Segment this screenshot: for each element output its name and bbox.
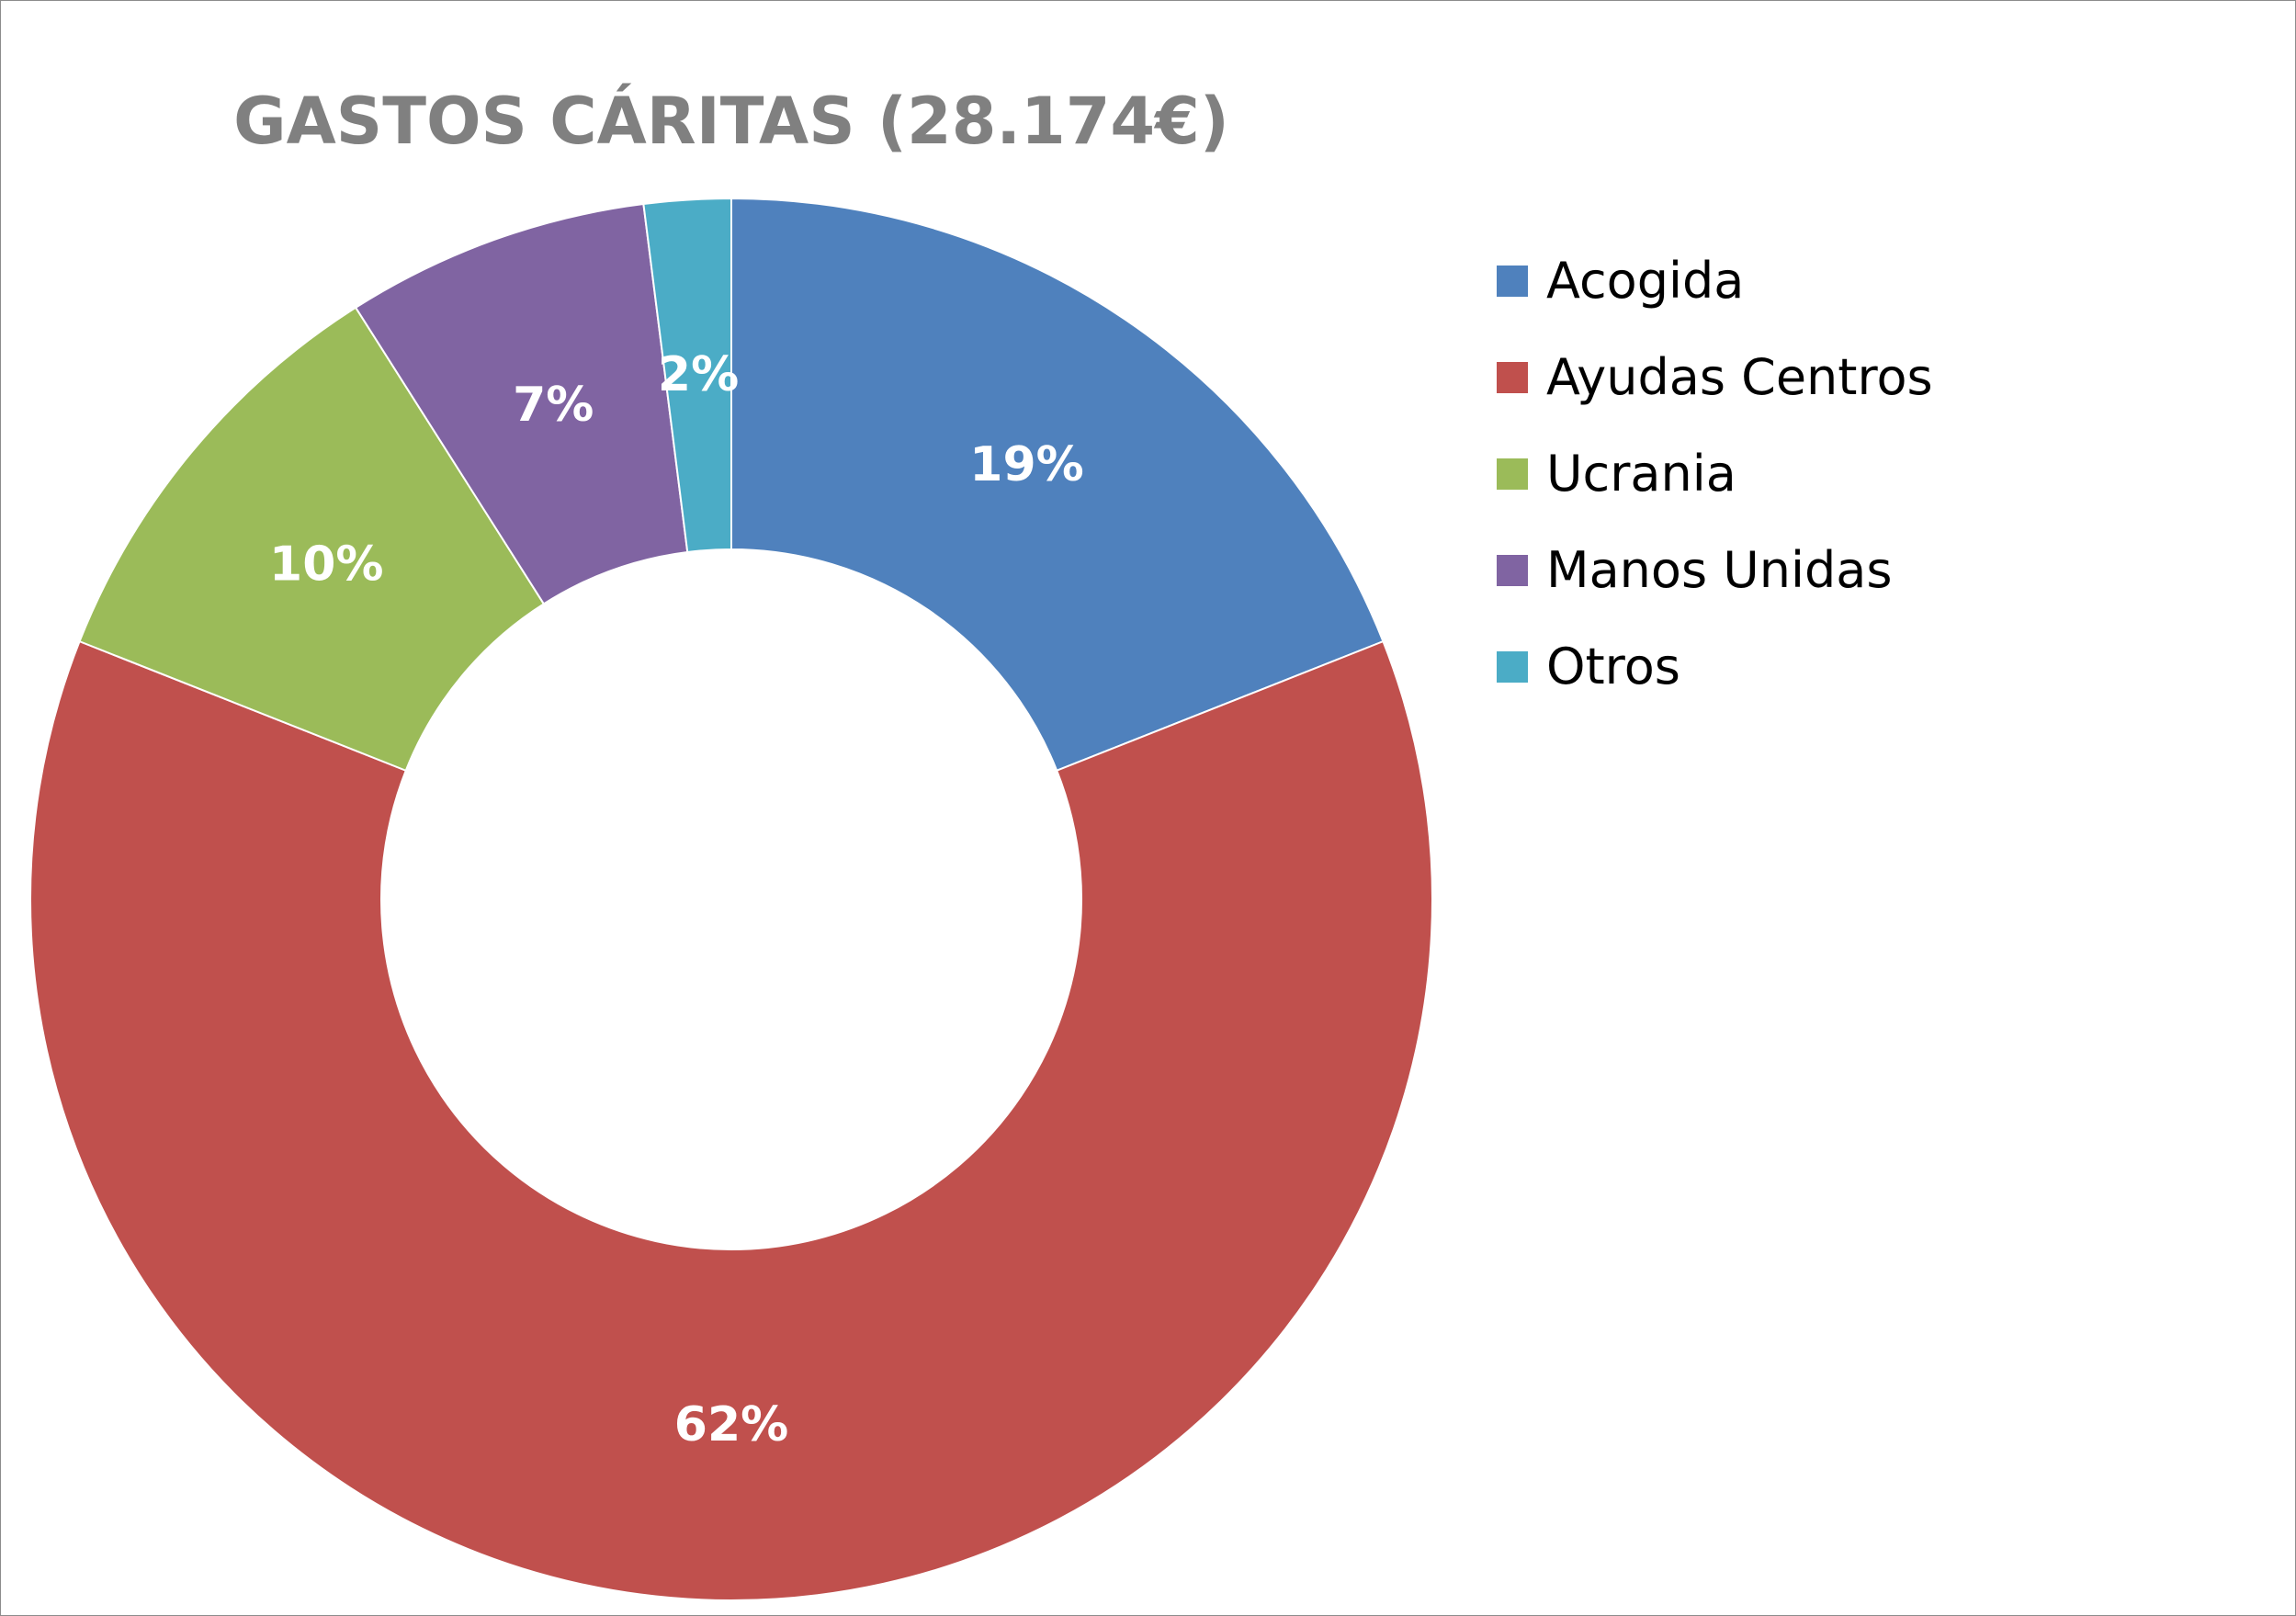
legend-item-ayudas-centros: Ayudas Centros bbox=[1497, 329, 1933, 425]
legend-label: Ucrania bbox=[1546, 445, 1736, 503]
legend-item-acogida: Acogida bbox=[1497, 232, 1933, 329]
legend-item-ucrania: Ucrania bbox=[1497, 425, 1933, 522]
data-label-otros: 2% bbox=[658, 347, 739, 402]
data-label-ucrania: 10% bbox=[269, 537, 383, 592]
data-label-acogida: 19% bbox=[969, 437, 1083, 492]
legend-swatch bbox=[1497, 650, 1528, 683]
data-label-manos-unidas: 7% bbox=[513, 378, 594, 433]
legend-label: Manos Unidas bbox=[1546, 541, 1893, 599]
legend-label: Acogida bbox=[1546, 252, 1745, 310]
slice-acogida bbox=[730, 197, 1385, 773]
legend: Acogida Ayudas Centros Ucrania Manos Uni… bbox=[1497, 232, 1933, 715]
data-label-ayudas-centros: 62% bbox=[674, 1397, 788, 1452]
slices-group bbox=[29, 197, 1433, 1601]
legend-swatch bbox=[1497, 458, 1528, 490]
legend-swatch bbox=[1497, 361, 1528, 393]
slice-otros bbox=[642, 197, 732, 554]
slice-ucrania bbox=[78, 306, 546, 773]
legend-label: Otros bbox=[1546, 638, 1680, 695]
legend-item-otros: Otros bbox=[1497, 618, 1933, 715]
legend-label: Ayudas Centros bbox=[1546, 348, 1933, 406]
slice-ayudas-centros bbox=[29, 639, 1433, 1601]
chart-title: GASTOS CÁRITAS (28.174€) bbox=[233, 84, 1229, 159]
labels-group: 19% 62% 10% 7% 2% bbox=[269, 347, 1084, 1452]
legend-item-manos-unidas: Manos Unidas bbox=[1497, 522, 1933, 618]
legend-swatch bbox=[1497, 265, 1528, 297]
legend-swatch bbox=[1497, 554, 1528, 586]
